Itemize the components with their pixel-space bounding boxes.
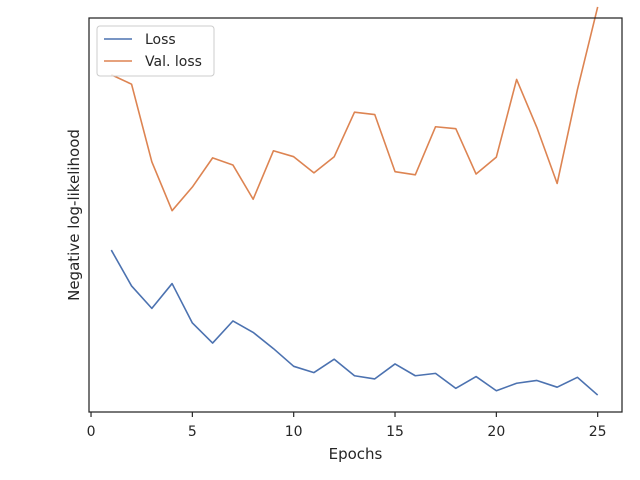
- legend-label: Loss: [145, 32, 176, 48]
- x-tick-label: 10: [285, 424, 303, 440]
- x-tick-label: 15: [386, 424, 404, 440]
- x-tick-label: 25: [589, 424, 607, 440]
- series-line-loss: [110, 249, 599, 396]
- x-tick-label: 5: [188, 424, 197, 440]
- x-tick-label: 0: [87, 424, 96, 440]
- legend-label: Val. loss: [145, 54, 202, 70]
- legend: Loss Val. loss: [96, 25, 215, 77]
- series-line-val-loss: [110, 6, 599, 212]
- y-axis-label: Negative log-likelihood: [65, 129, 83, 301]
- axes-frame: [88, 17, 623, 413]
- x-axis-label: Epochs: [329, 445, 383, 463]
- x-tick-label: 20: [487, 424, 505, 440]
- x-axis-ticks: 0 5 10 15 20 25: [87, 412, 607, 440]
- series-layer: [110, 6, 599, 396]
